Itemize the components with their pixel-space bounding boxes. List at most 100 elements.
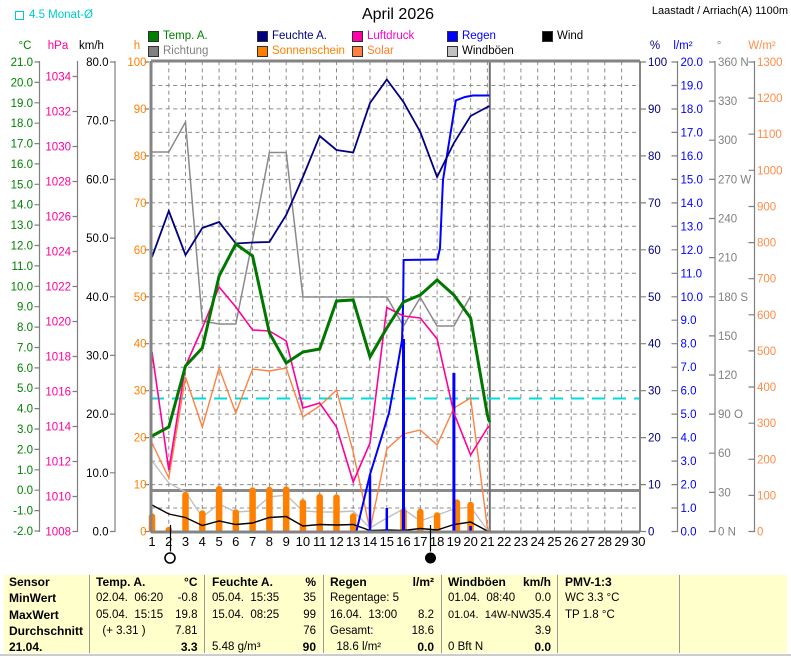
svg-text:10: 10 bbox=[648, 480, 661, 492]
svg-text:1024: 1024 bbox=[45, 247, 71, 259]
svg-text:13: 13 bbox=[346, 534, 360, 549]
svg-text:80.0: 80.0 bbox=[86, 57, 108, 69]
svg-text:0: 0 bbox=[757, 527, 763, 539]
svg-text:16: 16 bbox=[396, 534, 410, 549]
svg-text:14: 14 bbox=[363, 534, 377, 549]
svg-text:360 N: 360 N bbox=[718, 57, 749, 69]
svg-text:13.0: 13.0 bbox=[681, 221, 703, 233]
svg-text:50: 50 bbox=[134, 292, 147, 304]
svg-text:3.0: 3.0 bbox=[681, 456, 697, 468]
svg-text:25: 25 bbox=[547, 534, 561, 549]
svg-text:120: 120 bbox=[718, 370, 737, 382]
svg-text:24: 24 bbox=[530, 534, 544, 549]
svg-text:8.0: 8.0 bbox=[17, 322, 33, 334]
svg-text:18.0: 18.0 bbox=[11, 118, 33, 130]
svg-text:5.0: 5.0 bbox=[17, 383, 33, 395]
svg-text:1034: 1034 bbox=[45, 72, 71, 84]
svg-text:10: 10 bbox=[296, 534, 310, 549]
svg-text:21: 21 bbox=[480, 534, 494, 549]
svg-text:100: 100 bbox=[757, 490, 776, 502]
svg-text:300: 300 bbox=[718, 135, 737, 147]
svg-text:15.0: 15.0 bbox=[681, 174, 703, 186]
svg-text:20: 20 bbox=[648, 433, 661, 445]
svg-text:1200: 1200 bbox=[757, 93, 783, 105]
svg-text:300: 300 bbox=[757, 418, 776, 430]
svg-text:1100: 1100 bbox=[757, 129, 782, 141]
svg-text:40: 40 bbox=[648, 339, 661, 351]
svg-text:1014: 1014 bbox=[45, 422, 71, 434]
svg-text:60: 60 bbox=[648, 245, 661, 257]
svg-text:20.0: 20.0 bbox=[11, 77, 33, 89]
svg-text:90: 90 bbox=[134, 104, 147, 116]
svg-text:50: 50 bbox=[648, 292, 661, 304]
svg-text:5: 5 bbox=[215, 534, 222, 549]
svg-text:4.0: 4.0 bbox=[17, 404, 33, 416]
svg-text:11.0: 11.0 bbox=[681, 268, 703, 280]
svg-text:700: 700 bbox=[757, 274, 776, 286]
svg-text:15.0: 15.0 bbox=[11, 179, 33, 191]
svg-text:20.0: 20.0 bbox=[681, 57, 703, 69]
svg-text:20.0: 20.0 bbox=[86, 409, 108, 421]
svg-text:1016: 1016 bbox=[45, 387, 71, 399]
svg-text:30: 30 bbox=[134, 386, 147, 398]
svg-text:270 W: 270 W bbox=[718, 174, 751, 186]
svg-text:0.0: 0.0 bbox=[681, 527, 697, 539]
svg-text:10.0: 10.0 bbox=[681, 292, 703, 304]
svg-text:1010: 1010 bbox=[45, 492, 71, 504]
svg-text:30: 30 bbox=[718, 487, 731, 499]
svg-text:19.0: 19.0 bbox=[681, 81, 703, 93]
svg-text:3.0: 3.0 bbox=[17, 424, 33, 436]
svg-text:1028: 1028 bbox=[45, 177, 71, 189]
svg-text:2.0: 2.0 bbox=[17, 444, 33, 456]
svg-text:60.0: 60.0 bbox=[86, 174, 108, 186]
svg-text:330: 330 bbox=[718, 96, 737, 108]
svg-text:7: 7 bbox=[249, 534, 256, 549]
svg-text:30.0: 30.0 bbox=[86, 350, 108, 362]
svg-text:19.0: 19.0 bbox=[11, 98, 33, 110]
svg-text:1000: 1000 bbox=[757, 165, 783, 177]
svg-text:70.0: 70.0 bbox=[86, 116, 108, 128]
svg-text:30: 30 bbox=[631, 534, 645, 549]
svg-text:16.0: 16.0 bbox=[681, 151, 703, 163]
svg-text:800: 800 bbox=[757, 238, 776, 250]
svg-text:14.0: 14.0 bbox=[11, 200, 33, 212]
svg-text:1026: 1026 bbox=[45, 212, 71, 224]
svg-text:1020: 1020 bbox=[45, 317, 71, 329]
svg-text:500: 500 bbox=[757, 346, 776, 358]
svg-text:-1.0: -1.0 bbox=[13, 506, 33, 518]
svg-text:19: 19 bbox=[447, 534, 461, 549]
svg-text:10.0: 10.0 bbox=[11, 281, 33, 293]
svg-text:80: 80 bbox=[648, 151, 661, 163]
svg-text:0: 0 bbox=[648, 527, 654, 539]
svg-text:7.0: 7.0 bbox=[17, 343, 33, 355]
svg-text:1012: 1012 bbox=[45, 457, 71, 469]
svg-text:2.0: 2.0 bbox=[681, 480, 697, 492]
svg-text:7.0: 7.0 bbox=[681, 362, 697, 374]
svg-text:1300: 1300 bbox=[757, 57, 783, 69]
svg-text:1: 1 bbox=[148, 534, 155, 549]
svg-text:6.0: 6.0 bbox=[681, 386, 697, 398]
svg-text:40.0: 40.0 bbox=[86, 292, 108, 304]
svg-text:40: 40 bbox=[134, 339, 147, 351]
svg-text:23: 23 bbox=[514, 534, 528, 549]
svg-text:4.0: 4.0 bbox=[681, 433, 697, 445]
svg-text:600: 600 bbox=[757, 310, 776, 322]
svg-text:8.0: 8.0 bbox=[681, 339, 697, 351]
svg-text:18.0: 18.0 bbox=[681, 104, 703, 116]
svg-text:11: 11 bbox=[313, 534, 327, 549]
svg-text:15: 15 bbox=[380, 534, 394, 549]
svg-text:10.0: 10.0 bbox=[86, 468, 108, 480]
svg-text:1030: 1030 bbox=[45, 142, 71, 154]
svg-text:29: 29 bbox=[614, 534, 628, 549]
svg-text:0: 0 bbox=[140, 527, 146, 539]
svg-text:26: 26 bbox=[564, 534, 578, 549]
svg-text:240: 240 bbox=[718, 214, 737, 226]
svg-text:11.0: 11.0 bbox=[11, 261, 33, 273]
svg-text:1008: 1008 bbox=[45, 527, 71, 539]
svg-text:8: 8 bbox=[266, 534, 273, 549]
svg-text:30: 30 bbox=[648, 386, 661, 398]
svg-text:90 O: 90 O bbox=[718, 409, 743, 421]
svg-text:22: 22 bbox=[497, 534, 511, 549]
svg-text:9.0: 9.0 bbox=[17, 302, 33, 314]
svg-text:12.0: 12.0 bbox=[11, 241, 33, 253]
